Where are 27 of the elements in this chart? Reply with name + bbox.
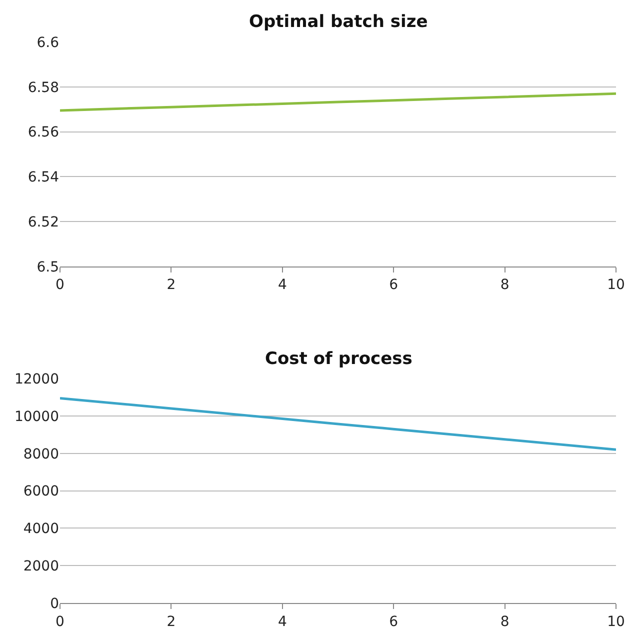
x-tick-label: 6 bbox=[389, 614, 398, 630]
y-tick-label: 6000 bbox=[23, 484, 59, 500]
x-tick-label: 2 bbox=[166, 614, 176, 630]
y-tick-label: 6.58 bbox=[28, 80, 59, 96]
y-tick-label: 8000 bbox=[23, 446, 59, 462]
chart-title: Cost of process bbox=[265, 349, 412, 369]
y-tick-label: 0 bbox=[50, 596, 59, 612]
y-tick-label: 6.54 bbox=[28, 170, 60, 186]
y-tick-label: 6.6 bbox=[36, 34, 60, 51]
x-tick-label: 8 bbox=[500, 614, 510, 630]
y-tick-label: 12000 bbox=[14, 372, 59, 388]
y-tick-label: 4000 bbox=[23, 521, 59, 538]
y-tick-label: 10000 bbox=[14, 408, 59, 425]
line-series bbox=[60, 92, 616, 112]
x-tick-label: 8 bbox=[500, 277, 510, 294]
x-tick-label: 4 bbox=[278, 614, 287, 630]
y-tick-label: 6.5 bbox=[36, 259, 59, 276]
x-tick-label: 2 bbox=[166, 277, 176, 294]
x-tick-label: 10 bbox=[607, 277, 625, 294]
y-tick-label: 6.52 bbox=[28, 214, 59, 230]
chart-title: Optimal batch size bbox=[249, 12, 428, 32]
line-series bbox=[60, 396, 616, 451]
x-tick-label: 4 bbox=[278, 277, 287, 294]
x-tick-label: 10 bbox=[607, 614, 625, 630]
y-tick-label: 6.56 bbox=[28, 124, 60, 141]
x-tick-label: 6 bbox=[389, 277, 398, 294]
y-tick-label: 2000 bbox=[23, 558, 59, 574]
